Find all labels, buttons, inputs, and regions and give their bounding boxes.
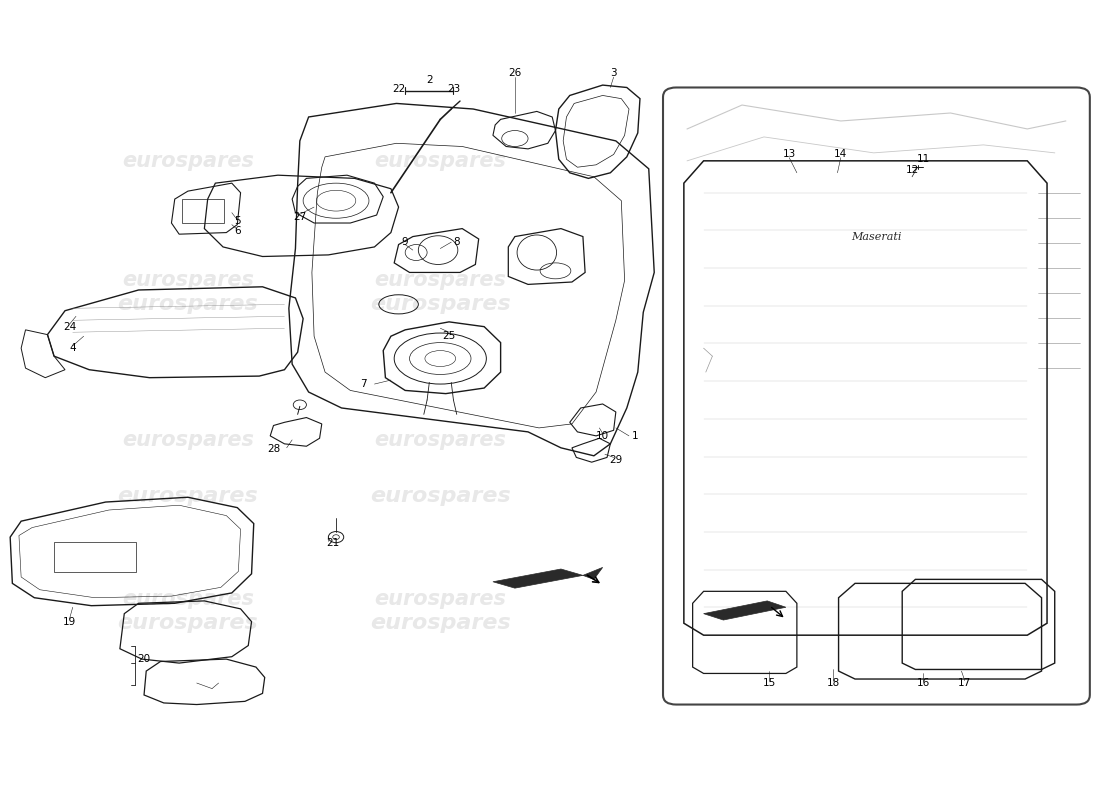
- Text: 28: 28: [267, 445, 280, 454]
- Text: eurospares: eurospares: [122, 270, 254, 290]
- Text: 11: 11: [916, 154, 930, 164]
- Text: eurospares: eurospares: [374, 270, 506, 290]
- Bar: [813, 599, 835, 663]
- Text: 29: 29: [609, 454, 623, 465]
- Text: eurospares: eurospares: [370, 486, 510, 506]
- Text: 21: 21: [326, 538, 340, 549]
- Polygon shape: [704, 601, 785, 620]
- Text: eurospares: eurospares: [370, 614, 510, 634]
- Text: 17: 17: [958, 678, 971, 688]
- Text: 4: 4: [69, 343, 76, 353]
- Text: 25: 25: [442, 331, 455, 342]
- Text: eurospares: eurospares: [374, 430, 506, 450]
- Text: 15: 15: [762, 678, 777, 688]
- Text: 10: 10: [596, 431, 609, 441]
- Text: 12: 12: [905, 166, 918, 175]
- Text: 20: 20: [138, 654, 151, 664]
- Polygon shape: [493, 569, 583, 588]
- Bar: [720, 189, 1011, 364]
- Bar: [183, 199, 224, 223]
- Text: eurospares: eurospares: [754, 486, 894, 506]
- Bar: [720, 384, 1011, 444]
- Polygon shape: [583, 567, 603, 579]
- Text: eurospares: eurospares: [122, 590, 254, 610]
- Text: 13: 13: [782, 150, 795, 159]
- Text: eurospares: eurospares: [118, 294, 258, 314]
- FancyBboxPatch shape: [663, 87, 1090, 705]
- Text: eurospares: eurospares: [118, 614, 258, 634]
- Text: eurospares: eurospares: [758, 430, 890, 450]
- Text: 8: 8: [453, 237, 460, 247]
- Text: 1: 1: [632, 431, 639, 441]
- Text: 7: 7: [360, 379, 366, 389]
- Text: Maserati: Maserati: [851, 231, 902, 242]
- Text: eurospares: eurospares: [122, 151, 254, 171]
- Text: 22: 22: [392, 84, 405, 94]
- Text: 3: 3: [610, 68, 617, 78]
- Text: eurospares: eurospares: [122, 430, 254, 450]
- Text: 2: 2: [426, 74, 432, 85]
- Bar: [54, 542, 136, 572]
- Bar: [1033, 177, 1086, 384]
- Text: eurospares: eurospares: [754, 294, 894, 314]
- Text: 19: 19: [63, 617, 76, 626]
- Text: 14: 14: [834, 150, 847, 159]
- Text: 5: 5: [234, 217, 241, 226]
- Text: 27: 27: [294, 212, 307, 222]
- Text: eurospares: eurospares: [758, 270, 890, 290]
- Text: 9: 9: [402, 237, 408, 247]
- Text: 6: 6: [234, 226, 241, 236]
- Text: eurospares: eurospares: [118, 486, 258, 506]
- Bar: [732, 261, 1000, 340]
- Text: 26: 26: [508, 68, 521, 78]
- Text: 23: 23: [447, 84, 460, 94]
- Text: eurospares: eurospares: [374, 590, 506, 610]
- Text: eurospares: eurospares: [374, 151, 506, 171]
- Text: 18: 18: [826, 678, 839, 688]
- Text: 24: 24: [63, 322, 76, 332]
- Text: 16: 16: [916, 678, 930, 688]
- Text: eurospares: eurospares: [370, 294, 510, 314]
